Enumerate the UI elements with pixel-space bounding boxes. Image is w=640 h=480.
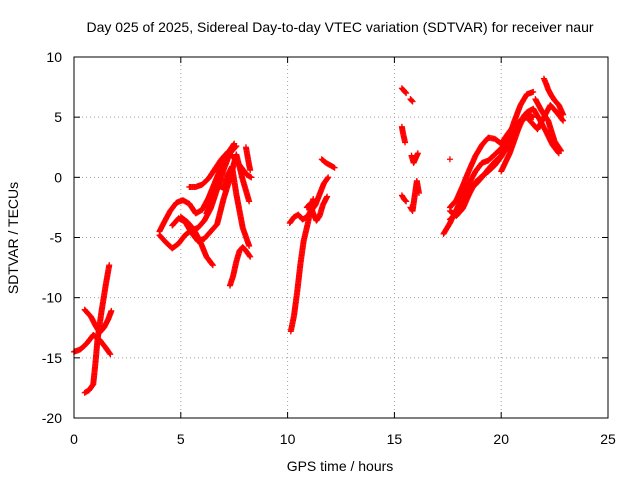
y-axis-label: SDTVAR / TECUs [5, 182, 21, 294]
y-tick-label: -15 [42, 350, 62, 366]
arc-1-point [106, 350, 113, 357]
arc-25-point [530, 88, 537, 95]
arc-5-point [232, 143, 239, 150]
y-tick-label: 10 [46, 49, 62, 65]
arc-14-point [324, 193, 331, 200]
x-tick-label: 25 [600, 431, 616, 447]
arc-13-point [324, 175, 331, 182]
arc-1-point [107, 351, 114, 358]
arc-21-point [415, 189, 422, 196]
arc-15-point [331, 164, 338, 171]
arc-17-point [408, 97, 415, 104]
y-tick-label: 0 [54, 169, 62, 185]
arc-28-point [558, 147, 565, 154]
y-tick-label: -20 [42, 410, 62, 426]
arc-10-point [247, 253, 254, 260]
arc-3-point [106, 262, 113, 269]
arc-18-point [402, 139, 409, 146]
plot-frame [73, 56, 609, 419]
arc-16-point [403, 90, 410, 97]
arc-8-point [209, 261, 216, 268]
arc-20-point [403, 198, 410, 205]
arc-19-point [414, 150, 421, 157]
arc-20-point [402, 197, 409, 204]
arc-16-point [402, 89, 409, 96]
x-tick-label: 5 [177, 431, 185, 447]
arc-6-point [246, 198, 253, 205]
arc-2-point [108, 307, 115, 314]
arc-22-point [446, 156, 453, 163]
y-tick-label: 5 [54, 109, 62, 125]
x-axis-label: GPS time / hours [287, 458, 394, 474]
tick-labels: 0 5 10 15 20 25 -20 -15 -10 -5 0 5 10 [42, 49, 616, 447]
arc-23-point [530, 114, 537, 121]
x-tick-label: 15 [387, 431, 403, 447]
arc-11-point [247, 167, 254, 174]
x-tick-label: 20 [493, 431, 509, 447]
grid [73, 56, 609, 419]
arc-8-point [209, 262, 216, 269]
arc-10-point [246, 252, 253, 259]
y-tick-label: -10 [42, 290, 62, 306]
arc-7-point [248, 174, 255, 181]
arc-9-point [246, 242, 253, 249]
arc-17-point [409, 98, 416, 105]
data-marks [71, 75, 567, 396]
y-tick-label: -5 [50, 230, 63, 246]
x-tick-label: 0 [70, 431, 78, 447]
chart-title: Day 025 of 2025, Sidereal Day-to-day VTE… [86, 19, 593, 35]
arc-29-point [560, 111, 567, 118]
arc-13-point [325, 174, 332, 181]
arc-5-point [233, 143, 240, 150]
arc-27-point [560, 117, 567, 124]
x-tick-label: 10 [280, 431, 296, 447]
arc-27-point [559, 116, 566, 123]
